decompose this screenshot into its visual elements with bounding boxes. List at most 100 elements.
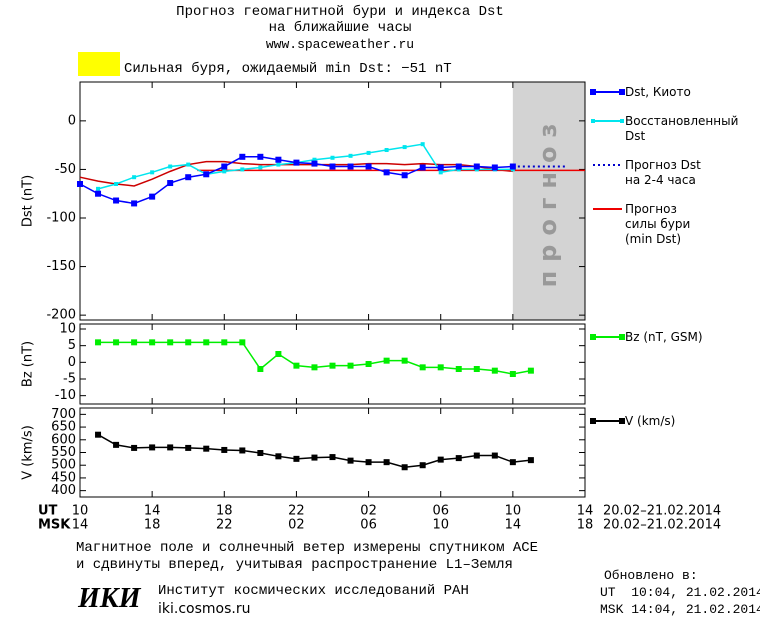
data-point bbox=[311, 160, 318, 167]
x-tick-label: 14 bbox=[144, 504, 161, 519]
x-tick-label: 18 bbox=[216, 504, 233, 519]
x2-label: MSK bbox=[38, 518, 71, 533]
data-point bbox=[293, 159, 300, 166]
data-point bbox=[347, 362, 354, 369]
data-point bbox=[347, 163, 354, 170]
title: Прогноз геомагнитной бури и индекса Dst … bbox=[176, 4, 504, 36]
x-tick-label: 10 bbox=[72, 504, 89, 519]
subtitle: www.spaceweather.ru bbox=[265, 37, 415, 52]
data-point bbox=[438, 170, 443, 175]
data-point bbox=[437, 456, 444, 463]
data-point bbox=[203, 445, 210, 452]
plot-frame bbox=[79, 323, 586, 405]
x-tick-label-msk: 18 bbox=[144, 518, 161, 533]
data-point bbox=[257, 153, 264, 160]
x-tick-label: 02 bbox=[360, 504, 377, 519]
data-point bbox=[509, 459, 516, 466]
data-point bbox=[149, 193, 156, 200]
site: iki.cosmos.ru bbox=[158, 601, 251, 617]
data-point bbox=[222, 169, 227, 174]
data-point bbox=[401, 464, 408, 471]
data-point bbox=[527, 457, 534, 464]
legend-marker bbox=[590, 334, 596, 340]
x-tick-label: 22 bbox=[288, 504, 305, 519]
forecast-region bbox=[512, 82, 585, 320]
data-point bbox=[473, 452, 480, 459]
y-tick-label: -200 bbox=[46, 308, 76, 323]
data-point bbox=[419, 462, 426, 469]
data-point bbox=[167, 180, 174, 187]
series-line bbox=[97, 143, 513, 190]
data-point bbox=[329, 163, 336, 170]
data-point bbox=[131, 200, 138, 207]
y-axis-label: V (km/s) bbox=[21, 425, 36, 480]
y-axis-label: Dst (nT) bbox=[21, 175, 36, 227]
data-point bbox=[419, 164, 426, 171]
logo: ИКИ bbox=[78, 583, 141, 614]
data-point bbox=[348, 153, 353, 158]
data-point bbox=[347, 457, 354, 464]
data-point bbox=[150, 170, 155, 175]
storm-text: Сильная буря, ожидаемый min Dst: −51 nT bbox=[124, 61, 452, 77]
y-tick-label: 550 bbox=[51, 445, 76, 460]
data-point bbox=[221, 163, 228, 170]
data-point bbox=[186, 162, 191, 167]
x-tick-label-msk: 06 bbox=[360, 518, 377, 533]
legend-marker bbox=[619, 334, 625, 340]
data-point bbox=[185, 444, 192, 451]
data-point bbox=[437, 364, 444, 371]
y-axis-label: Bz (nT) bbox=[21, 341, 36, 387]
data-point bbox=[366, 150, 371, 155]
x-label: UT bbox=[38, 504, 58, 519]
data-point bbox=[365, 163, 372, 170]
data-point bbox=[96, 186, 101, 191]
legend-entry: V (km/s) bbox=[625, 414, 676, 428]
data-point bbox=[491, 164, 498, 171]
y-tick-label: 650 bbox=[51, 420, 76, 435]
data-point bbox=[276, 162, 281, 167]
data-point bbox=[491, 367, 498, 374]
y-tick-label: 450 bbox=[51, 470, 76, 485]
data-point bbox=[312, 157, 317, 162]
data-point bbox=[311, 454, 318, 461]
x-tick-label-msk: 02 bbox=[288, 518, 305, 533]
y-tick-label: -5 bbox=[63, 372, 76, 387]
data-point bbox=[329, 362, 336, 369]
data-point bbox=[167, 444, 174, 451]
data-point bbox=[113, 197, 120, 204]
data-point bbox=[113, 339, 120, 346]
data-point bbox=[311, 364, 318, 371]
series-line bbox=[97, 434, 531, 469]
data-point bbox=[185, 174, 192, 181]
data-point bbox=[509, 163, 516, 170]
date-range-msk: 20.02–21.02.2014 bbox=[603, 518, 721, 533]
updated-label: Обновлено в: bbox=[604, 568, 698, 583]
data-point bbox=[168, 164, 173, 169]
data-point bbox=[185, 339, 192, 346]
data-point bbox=[365, 459, 372, 466]
data-point bbox=[167, 339, 174, 346]
legend-entry: Bz (nT, GSM) bbox=[625, 330, 703, 344]
data-point bbox=[420, 142, 425, 147]
y-tick-label: 5 bbox=[68, 338, 76, 353]
data-point bbox=[455, 163, 462, 170]
data-point bbox=[239, 339, 246, 346]
data-point bbox=[95, 431, 102, 438]
legend-entry: Dst, Киото bbox=[625, 85, 691, 99]
y-tick-label: -100 bbox=[46, 211, 76, 226]
legend-marker bbox=[591, 119, 595, 123]
data-point bbox=[402, 145, 407, 150]
data-point bbox=[473, 163, 480, 170]
data-point bbox=[149, 339, 156, 346]
data-point bbox=[383, 169, 390, 176]
data-point bbox=[293, 362, 300, 369]
data-point bbox=[114, 182, 119, 186]
legend-marker bbox=[590, 418, 596, 424]
data-point bbox=[221, 339, 228, 346]
data-point bbox=[437, 164, 444, 171]
data-point bbox=[131, 339, 138, 346]
data-point bbox=[473, 366, 480, 372]
x-tick-label-msk: 18 bbox=[577, 518, 594, 533]
data-point bbox=[330, 155, 335, 160]
